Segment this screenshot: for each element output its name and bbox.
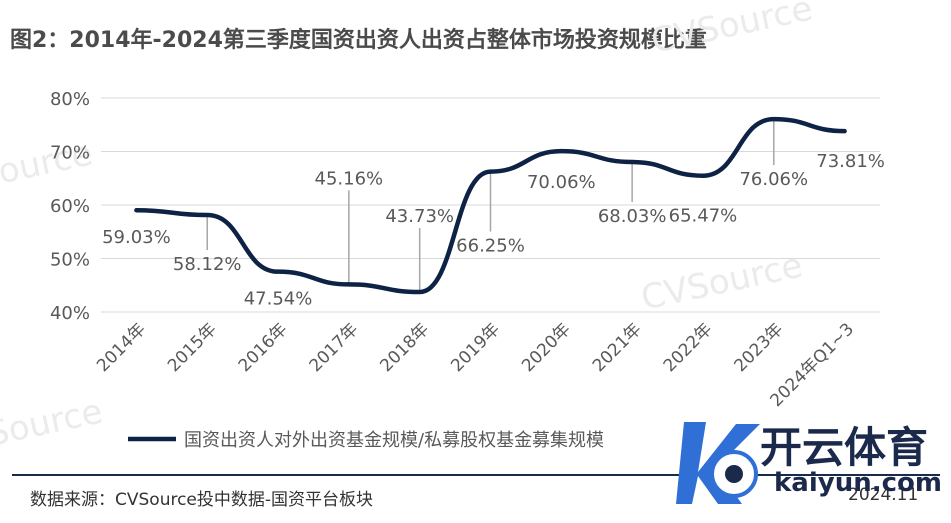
data-label: 76.06% <box>739 169 808 190</box>
data-label: 45.16% <box>315 168 384 189</box>
data-label: 66.25% <box>456 236 525 257</box>
data-label: 59.03% <box>102 227 171 248</box>
brand-name-cn: 开云体育 <box>760 423 929 472</box>
legend-label: 国资出资人对外出资基金规模/私募股权基金募集规模 <box>184 430 604 451</box>
brand-name-en: kaiyun.com <box>774 468 942 498</box>
x-tick-label: 2020年 <box>518 319 575 376</box>
footer-divider <box>12 474 940 476</box>
x-tick-label: 2023年 <box>731 319 788 376</box>
x-tick-label: 2014年 <box>93 319 150 376</box>
data-source: 数据来源：CVSource投中数据-国资平台板块 <box>30 490 374 510</box>
data-label: 70.06% <box>527 172 596 193</box>
x-tick-label: 2018年 <box>376 319 433 376</box>
y-tick-label: 50% <box>50 250 90 271</box>
x-tick-label: 2022年 <box>660 319 717 376</box>
x-tick-label: 2016年 <box>235 319 292 376</box>
data-label: 65.47% <box>669 206 738 227</box>
y-tick-label: 80% <box>50 89 90 110</box>
x-tick-label: 2019年 <box>447 319 504 376</box>
x-tick-label: 2015年 <box>164 319 221 376</box>
brand-logo: 开云体育 kaiyun.com <box>676 412 946 512</box>
x-tick-label: 2017年 <box>306 319 363 376</box>
data-label: 58.12% <box>173 254 242 275</box>
y-tick-label: 70% <box>50 143 90 164</box>
series-line <box>134 116 847 295</box>
data-label: 73.81% <box>816 151 885 172</box>
chart-title: 图2：2014年-2024第三季度国资出资人出资占整体市场投资规模比重 <box>10 28 707 53</box>
data-label: 43.73% <box>385 206 454 227</box>
data-label: 68.03% <box>598 206 667 227</box>
report-date: 2024.11 <box>848 485 919 505</box>
y-tick-label: 60% <box>50 196 90 217</box>
x-tick-label: 2021年 <box>589 319 646 376</box>
brand-emblem-icon <box>676 422 760 504</box>
data-label: 47.54% <box>244 289 313 310</box>
y-tick-label: 40% <box>50 303 90 324</box>
